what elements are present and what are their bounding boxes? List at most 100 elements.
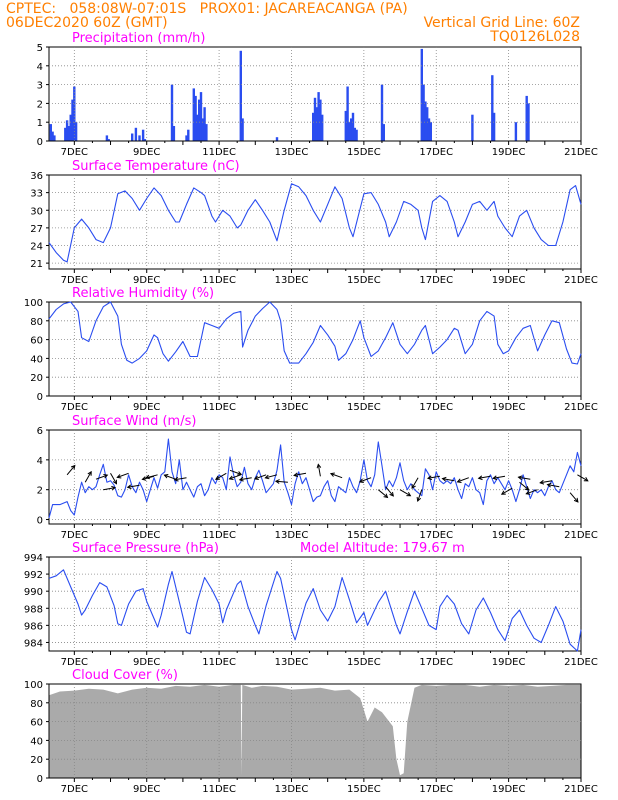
x-tick-label-7: 21DEC	[564, 657, 598, 668]
wind-arrow-30	[477, 475, 491, 481]
y-tick-label-0: 0	[37, 774, 43, 785]
x-tick-label-6: 19DEC	[492, 147, 526, 158]
series-line	[48, 569, 582, 652]
x-tick-label-7: 21DEC	[564, 402, 598, 413]
header-model-id: TQ0126L028	[490, 29, 580, 45]
x-tick-label-7: 21DEC	[564, 147, 598, 158]
precip-bar-17	[170, 84, 174, 141]
wind-arrow-2	[95, 474, 109, 480]
panel-title: Precipitation (mm/h)	[72, 31, 205, 46]
wind-arrow-1	[84, 470, 92, 483]
precip-bar-2	[53, 135, 56, 141]
precip-bar-14	[138, 135, 141, 141]
y-tick-label-3: 60	[30, 336, 43, 347]
y-tick-label-5: 994	[24, 553, 43, 564]
x-tick-label-0: 7DEC	[61, 784, 88, 795]
series-line	[48, 438, 582, 519]
precip-bar-40	[348, 122, 351, 141]
y-tick-label-2: 988	[24, 604, 43, 615]
y-tick-label-0: 984	[24, 638, 43, 649]
x-tick-label-5: 17DEC	[419, 147, 453, 158]
precip-bar-13	[134, 127, 138, 141]
precip-bar-52	[429, 122, 432, 141]
precip-bar-0	[49, 124, 52, 141]
panel-frame	[48, 556, 582, 652]
x-tick-label-3: 13DEC	[275, 530, 309, 541]
wind-arrow-11	[214, 472, 227, 480]
panel-6: 0 20 40 60 80 100 7DEC 9DEC 11DEC 13DEC 15DEC 17DEC…	[24, 668, 598, 795]
x-tick-label-6: 19DEC	[492, 657, 526, 668]
cloud-cover-area	[49, 684, 581, 778]
y-tick-label-5: 36	[30, 171, 43, 182]
x-tick-label-3: 13DEC	[275, 275, 309, 286]
wind-arrow-12	[229, 469, 243, 476]
precip-bar-37	[321, 114, 324, 141]
x-tick-label-0: 7DEC	[61, 530, 88, 541]
wind-arrow-19	[316, 463, 322, 477]
x-tick-label-4: 15DEC	[347, 402, 381, 413]
y-tick-label-1: 986	[24, 621, 43, 632]
x-tick-label-6: 19DEC	[492, 530, 526, 541]
wind-arrow-20	[329, 472, 343, 479]
y-tick-label-1: 20	[30, 755, 43, 766]
panel-5: 984 986 988 990 992 994 7DEC 9DEC 11DEC 13DEC 15DE…	[24, 541, 598, 668]
y-tick-label-3: 30	[30, 206, 43, 217]
x-tick-label-0: 7DEC	[61, 275, 88, 286]
precip-bar-44	[355, 129, 358, 141]
precip-bar-53	[471, 114, 474, 141]
precip-bar-48	[422, 84, 425, 141]
y-tick-label-0: 0	[37, 137, 43, 148]
wind-arrow-34	[517, 475, 531, 481]
panel-title: Surface Wind (m/s)	[72, 414, 196, 429]
panel-2: 21 24 27 30 33 36 7DEC 9DEC 11DEC 13DEC 15DEC 17DEC…	[30, 159, 598, 286]
x-tick-label-4: 15DEC	[347, 147, 381, 158]
precip-bar-5	[67, 126, 71, 141]
x-tick-label-1: 9DEC	[133, 657, 160, 668]
wind-arrow-35	[525, 489, 538, 495]
x-tick-label-0: 7DEC	[61, 657, 88, 668]
precip-bar-26	[201, 118, 204, 141]
y-tick-label-2: 4	[37, 456, 43, 467]
x-tick-label-2: 11DEC	[202, 657, 236, 668]
wind-arrow-8	[144, 474, 158, 480]
precip-bar-22	[194, 95, 197, 141]
x-tick-label-7: 21DEC	[564, 530, 598, 541]
y-tick-label-2: 40	[30, 736, 43, 747]
wind-arrow-15	[253, 474, 267, 480]
x-tick-label-0: 7DEC	[61, 402, 88, 413]
y-tick-label-2: 27	[30, 224, 43, 235]
x-tick-label-5: 17DEC	[419, 402, 453, 413]
precip-bar-4	[65, 120, 69, 141]
x-tick-label-4: 15DEC	[347, 275, 381, 286]
y-tick-label-4: 992	[24, 570, 43, 581]
x-tick-label-4: 15DEC	[347, 784, 381, 795]
y-tick-label-0: 0	[37, 516, 43, 527]
precip-bar-41	[350, 118, 353, 141]
x-tick-label-1: 9DEC	[133, 530, 160, 541]
y-tick-label-3: 990	[24, 587, 43, 598]
wind-arrow-38	[569, 492, 579, 503]
wind-arrow-28	[441, 476, 455, 482]
wind-arrow-14	[238, 476, 252, 482]
precip-bar-33	[313, 97, 317, 141]
wind-arrow-23	[385, 486, 394, 497]
x-tick-label-3: 13DEC	[275, 784, 309, 795]
wind-arrow-25	[411, 477, 419, 489]
precip-bar-7	[71, 99, 74, 141]
precip-bar-51	[427, 118, 431, 141]
x-tick-label-1: 9DEC	[133, 784, 160, 795]
precip-bar-31	[275, 137, 279, 141]
wind-arrow-21	[358, 477, 372, 483]
panel-frame	[48, 46, 582, 142]
precip-bar-49	[424, 101, 427, 141]
series-line	[48, 183, 582, 263]
wind-arrow-9	[163, 474, 176, 480]
precip-bar-42	[351, 112, 355, 141]
precip-bar-30	[241, 118, 244, 141]
x-tick-label-5: 17DEC	[419, 657, 453, 668]
precip-bar-25	[199, 92, 203, 141]
wind-arrow-36	[539, 479, 553, 485]
precip-bar-12	[131, 133, 134, 141]
precip-bar-36	[319, 99, 322, 141]
precip-bar-20	[187, 129, 190, 141]
